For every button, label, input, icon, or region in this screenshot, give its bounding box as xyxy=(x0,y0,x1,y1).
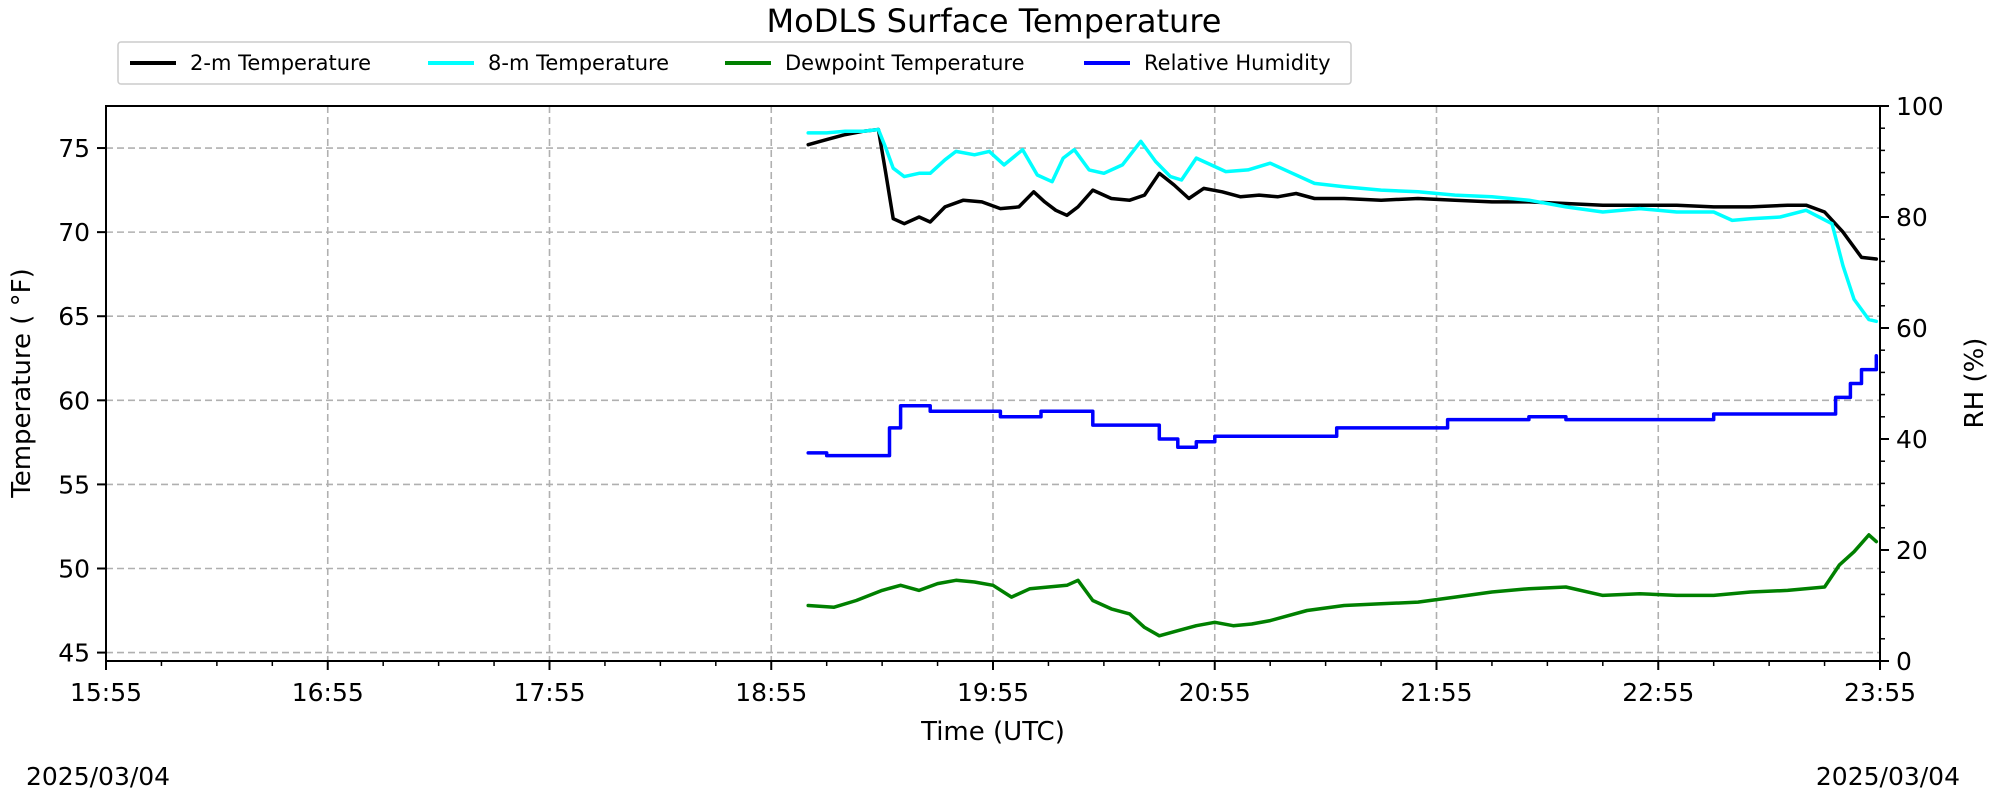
series-line-relative-humidity xyxy=(806,354,1879,458)
legend-label-8-m-temperature: 8-m Temperature xyxy=(488,51,669,75)
y-tick-label: 55 xyxy=(58,470,90,499)
x-axis-label: Time (UTC) xyxy=(920,717,1065,747)
x-axis: 15:55 16:55 17:55 18:55 19:55 20:55 21:55 22:55… xyxy=(70,661,1916,707)
x-tick-label: 22:55 xyxy=(1622,678,1694,707)
y-tick-label: 50 xyxy=(58,555,90,584)
x-tick-label: 18:55 xyxy=(735,678,807,707)
y2-tick-label: 80 xyxy=(1896,203,1928,232)
legend: 2-m Temperature 8-m Temperature Dewpoint T… xyxy=(117,41,1352,85)
series-line-8-m-temperature xyxy=(806,127,1879,324)
legend-label-2-m-temperature: 2-m Temperature xyxy=(190,51,371,75)
series-line-2-m-temperature xyxy=(806,127,1879,261)
date-label-left: 2025/03/04 xyxy=(26,762,170,791)
y2-tick-label: 100 xyxy=(1896,92,1944,121)
x-tick-label: 19:55 xyxy=(957,678,1029,707)
x-tick-label: 16:55 xyxy=(292,678,364,707)
legend-label-relative-humidity: Relative Humidity xyxy=(1144,51,1331,75)
chart-title: MoDLS Surface Temperature xyxy=(767,2,1222,40)
x-tick-label: 23:55 xyxy=(1844,678,1916,707)
y-tick-label: 75 xyxy=(58,134,90,163)
legend-label-dewpoint-temperature: Dewpoint Temperature xyxy=(785,51,1025,75)
y2-tick-label: 60 xyxy=(1896,314,1928,343)
y-axis-left: 45 50 55 60 65 70 75 xyxy=(58,134,106,668)
series-line-dewpoint-temperature xyxy=(806,533,1879,638)
x-tick-label: 15:55 xyxy=(70,678,142,707)
y2-tick-label: 40 xyxy=(1896,425,1928,454)
y2-tick-label: 0 xyxy=(1896,647,1912,676)
series-layer xyxy=(806,127,1879,638)
date-label-right: 2025/03/04 xyxy=(1816,762,1960,791)
x-tick-label: 17:55 xyxy=(513,678,585,707)
y-axis-label: Temperature ( °F) xyxy=(7,268,37,498)
y-tick-label: 45 xyxy=(58,639,90,668)
x-tick-label: 20:55 xyxy=(1179,678,1251,707)
x-tick-label: 21:55 xyxy=(1400,678,1472,707)
y-tick-label: 60 xyxy=(58,386,90,415)
grid xyxy=(105,106,1881,661)
y-tick-label: 70 xyxy=(58,218,90,247)
y2-axis-label: RH (%) xyxy=(1960,338,1990,429)
y2-tick-label: 20 xyxy=(1896,536,1928,565)
y-axis-right: 0 20 40 60 80 100 xyxy=(1880,92,1944,676)
y-tick-label: 65 xyxy=(58,302,90,331)
